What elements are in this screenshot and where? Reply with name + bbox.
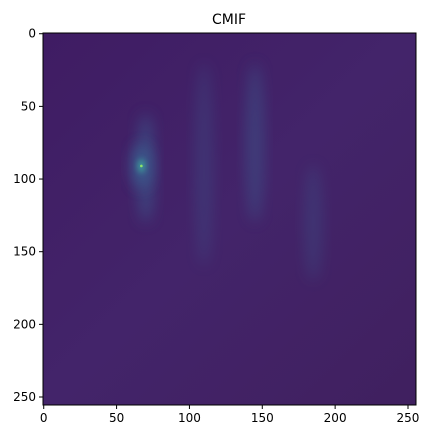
- x-tick-label: 50: [109, 411, 124, 425]
- x-axis: 0 50 100 150 200 250: [40, 405, 420, 425]
- chart-title: CMIF: [212, 12, 246, 28]
- y-tick-label: 200: [13, 317, 36, 331]
- x-tick-label: 0: [40, 411, 48, 425]
- y-axis: 0 50 100 150 200 250: [13, 27, 43, 404]
- ridge-feature-1: [195, 63, 213, 266]
- heatmap-background: [43, 33, 416, 405]
- x-tick-label: 150: [251, 411, 274, 425]
- y-tick-label: 50: [21, 99, 36, 113]
- x-tick-label: 100: [178, 411, 201, 425]
- peak-point: [140, 165, 143, 168]
- ridge-feature-3: [304, 165, 322, 281]
- y-tick-label: 250: [13, 390, 36, 404]
- x-tick-label: 250: [397, 411, 420, 425]
- y-tick-label: 0: [28, 27, 36, 41]
- ridge-feature-2: [246, 63, 264, 223]
- x-tick-label: 200: [324, 411, 347, 425]
- y-tick-label: 150: [13, 245, 36, 259]
- heatmap-area: [43, 33, 416, 405]
- y-tick-label: 100: [13, 172, 36, 186]
